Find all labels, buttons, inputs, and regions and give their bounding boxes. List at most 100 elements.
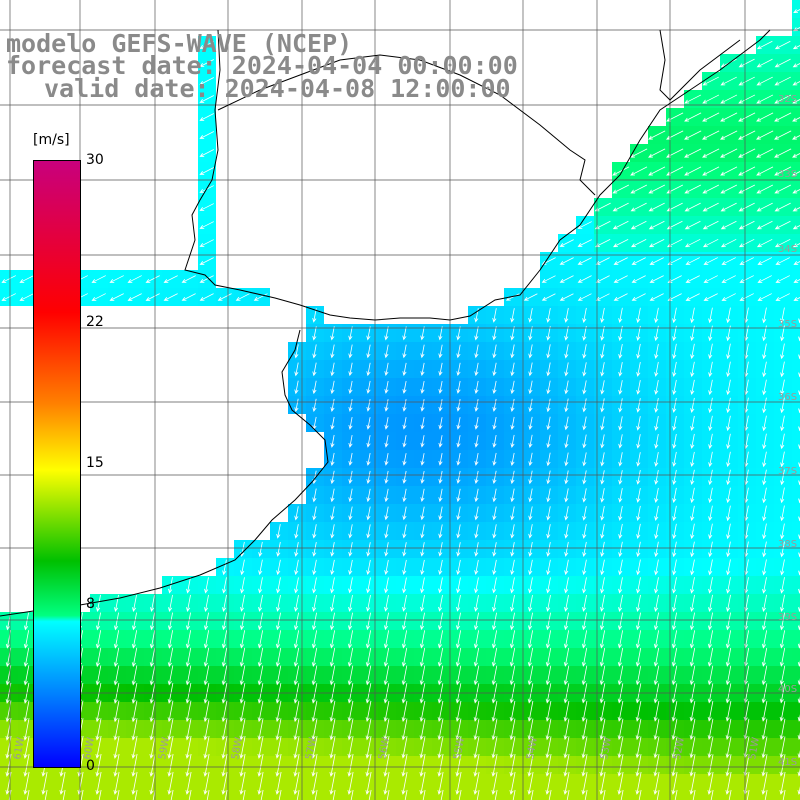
wind-arrow: [5, 771, 12, 795]
wind-arrow: [235, 293, 250, 301]
wind-arrow: [726, 487, 731, 504]
wind-arrow: [149, 630, 156, 649]
wind-arrow: [599, 718, 606, 741]
wind-arrow: [726, 594, 731, 613]
wind-arrow: [636, 487, 641, 503]
wind-arrow: [690, 594, 695, 613]
wind-arrow: [726, 415, 731, 432]
wind-arrow: [257, 612, 263, 631]
wind-arrow: [654, 594, 659, 612]
wind-arrow: [528, 506, 533, 521]
wind-arrow: [774, 166, 792, 176]
wind-arrow: [599, 771, 606, 795]
wind-arrow: [527, 700, 534, 722]
wind-arrow: [348, 398, 353, 412]
wind-arrow: [546, 307, 551, 323]
wind-arrow: [635, 718, 642, 741]
wind-arrow: [383, 630, 390, 649]
wind-arrow: [491, 647, 498, 667]
wind-arrow: [577, 293, 592, 301]
wind-arrow: [612, 166, 630, 176]
wind-arrow: [779, 736, 786, 759]
wind-arrow: [276, 594, 281, 612]
wind-arrow: [779, 754, 786, 777]
wind-arrow: [636, 577, 641, 594]
wind-speed-cell: [540, 792, 558, 800]
wind-arrow: [672, 487, 677, 504]
wind-arrow: [689, 771, 696, 795]
wind-arrow: [635, 754, 642, 777]
wind-arrow: [774, 238, 791, 248]
wind-arrow: [185, 700, 192, 723]
wind-arrow: [149, 700, 156, 723]
wind-arrow: [185, 647, 192, 668]
wind-arrow: [546, 344, 551, 359]
wind-arrow: [617, 771, 624, 795]
wind-arrow: [474, 577, 479, 594]
wind-arrow: [474, 380, 479, 394]
wind-arrow: [239, 735, 246, 759]
wind-arrow: [707, 754, 714, 777]
wind-speed-cell: [792, 306, 800, 324]
wind-arrow: [168, 577, 173, 594]
wind-arrow: [793, 9, 800, 14]
wind-arrow: [602, 789, 606, 800]
wind-arrow: [648, 184, 666, 194]
wind-arrow: [474, 488, 479, 503]
wind-arrow: [703, 293, 718, 301]
wind-arrow: [402, 577, 407, 594]
wind-arrow: [720, 112, 738, 122]
wind-arrow: [293, 718, 300, 741]
wind-arrow: [618, 434, 623, 449]
wind-arrow: [635, 771, 642, 795]
wind-arrow: [474, 542, 479, 557]
wind-arrow: [708, 487, 713, 504]
wind-arrow: [275, 718, 282, 741]
wind-speed-cell: [288, 792, 306, 800]
wind-arrow: [527, 647, 534, 667]
wind-arrow: [456, 524, 461, 539]
wind-arrow: [685, 257, 700, 265]
wind-arrow: [420, 417, 425, 430]
wind-arrow: [384, 577, 389, 594]
wind-speed-cell: [360, 792, 378, 800]
wind-arrow: [240, 594, 245, 612]
wind-arrow: [474, 398, 479, 412]
wind-speed-cell: [324, 792, 342, 800]
wind-arrow: [710, 789, 714, 800]
wind-arrow: [775, 275, 790, 283]
wind-arrow: [476, 789, 480, 800]
wind-speed-cell: [792, 144, 800, 162]
wind-arrow: [253, 293, 268, 301]
wind-arrow: [630, 238, 647, 248]
wind-arrow: [674, 789, 678, 800]
lon-label: 60W: [82, 736, 97, 760]
wind-arrow: [672, 397, 677, 413]
wind-arrow: [653, 718, 660, 741]
wind-arrow: [456, 612, 461, 631]
wind-arrow: [739, 293, 754, 301]
wind-arrow: [582, 577, 587, 594]
wind-arrow: [221, 771, 228, 795]
wind-arrow: [348, 595, 353, 612]
wind-arrow: [311, 700, 318, 723]
wind-arrow: [792, 207, 800, 212]
wind-speed-cell: [558, 792, 576, 800]
wind-arrow: [582, 594, 587, 612]
wind-speed-cell: [72, 792, 90, 800]
wind-arrow: [600, 559, 605, 576]
wind-arrow: [420, 380, 425, 394]
wind-arrow: [595, 275, 610, 283]
wind-arrow: [26, 789, 30, 800]
wind-arrow: [649, 275, 664, 283]
wind-speed-cell: [792, 90, 800, 108]
wind-arrow: [756, 202, 773, 212]
wind-arrow: [636, 505, 641, 521]
wind-arrow: [510, 344, 515, 359]
wind-speed-cell: [612, 792, 630, 800]
wind-arrow: [293, 612, 299, 631]
wind-arrow: [330, 559, 335, 576]
wind-arrow: [756, 220, 773, 230]
